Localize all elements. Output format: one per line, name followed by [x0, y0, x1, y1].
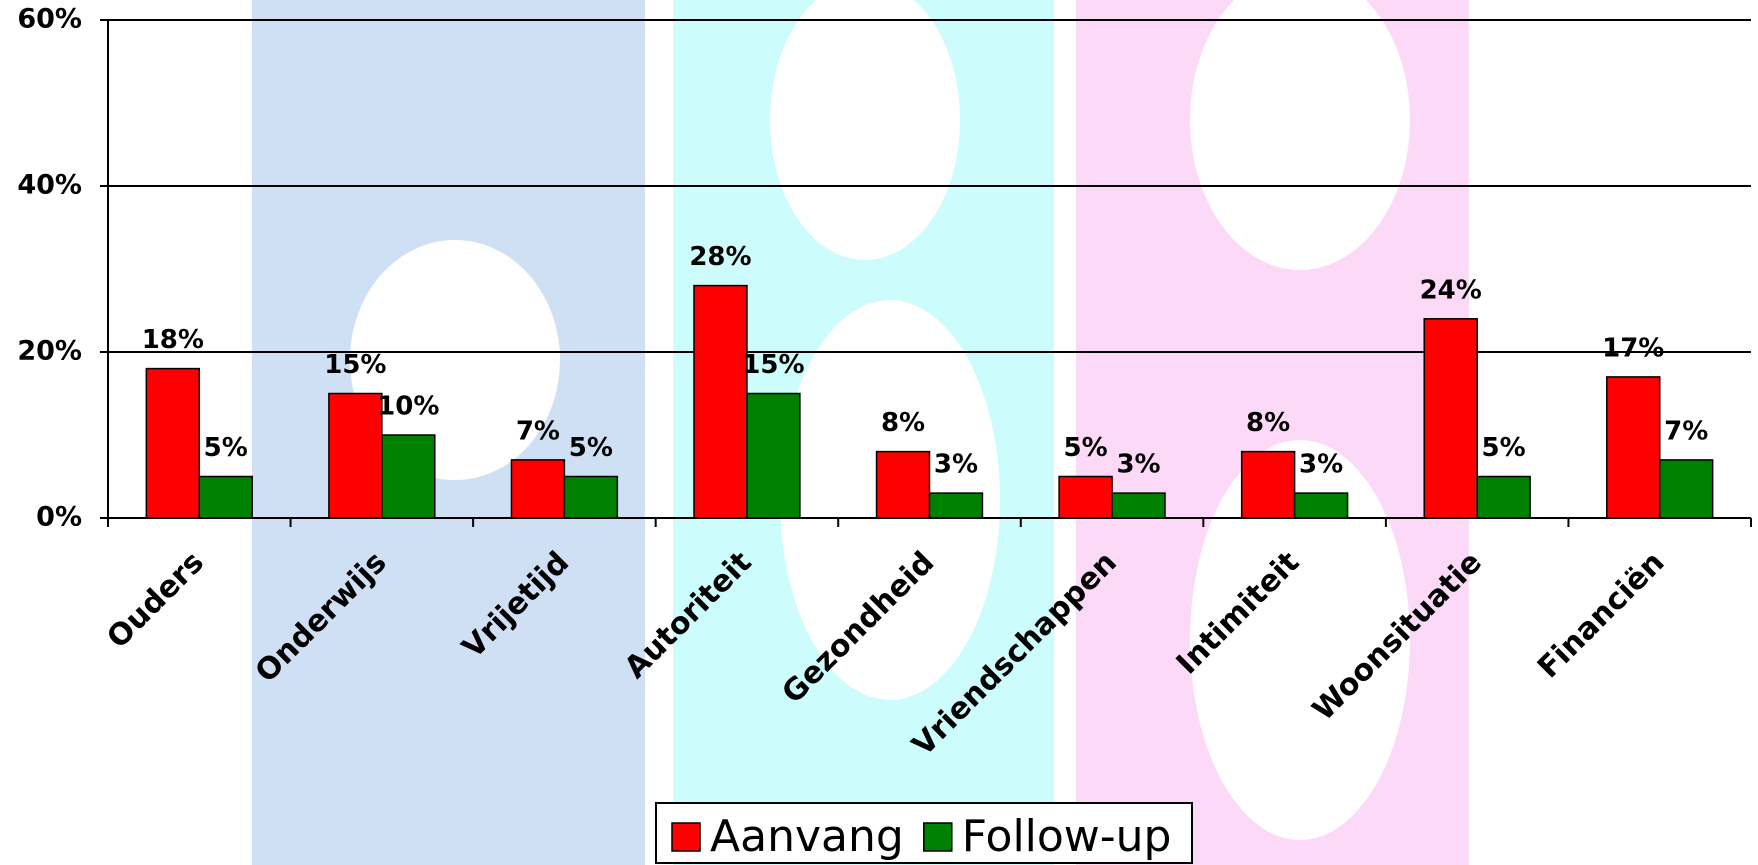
- value-label: 3%: [934, 450, 978, 480]
- x-tick-label: Financiën: [1531, 545, 1671, 685]
- bar: [875, 450, 931, 519]
- x-tick-label: Ouders: [100, 545, 211, 656]
- value-label: 17%: [1602, 333, 1664, 363]
- y-tick-label: 60%: [17, 4, 82, 35]
- value-label: 7%: [1664, 416, 1708, 446]
- bar: [1058, 475, 1113, 519]
- value-label: 18%: [142, 325, 204, 355]
- value-label: 3%: [1116, 450, 1160, 480]
- legend: Aanvang Follow-up: [655, 802, 1193, 864]
- value-label: 8%: [1246, 408, 1290, 438]
- bar: [563, 475, 619, 519]
- bar: [746, 392, 801, 519]
- bar: [145, 367, 201, 519]
- value-label: 5%: [1064, 433, 1108, 463]
- legend-swatch: [671, 822, 701, 852]
- bar: [1240, 450, 1296, 519]
- bar: [328, 392, 383, 519]
- y-tick-label: 40%: [17, 170, 82, 201]
- value-label: 28%: [689, 242, 751, 272]
- value-label: 15%: [742, 350, 804, 380]
- bar: [1476, 475, 1531, 519]
- value-label: 5%: [1482, 433, 1526, 463]
- bar: [510, 459, 566, 519]
- legend-label: Aanvang: [710, 811, 904, 862]
- value-label: 15%: [324, 350, 386, 380]
- bar: [1658, 459, 1714, 519]
- bar: [1111, 492, 1166, 519]
- bar: [381, 434, 436, 519]
- bar: [198, 475, 253, 519]
- y-tick-label: 20%: [17, 336, 82, 367]
- value-label: 3%: [1299, 450, 1343, 480]
- legend-label: Follow-up: [962, 811, 1172, 862]
- value-label: 8%: [881, 408, 925, 438]
- bar: [693, 284, 748, 519]
- bar: [1423, 318, 1478, 519]
- value-label: 10%: [377, 392, 439, 422]
- legend-swatch: [923, 822, 953, 852]
- value-label: 5%: [204, 433, 248, 463]
- value-label: 5%: [569, 433, 613, 463]
- bar: [928, 492, 984, 519]
- bar: [1293, 492, 1349, 519]
- y-tick-label: 0%: [36, 502, 82, 533]
- bar: [1606, 376, 1661, 519]
- value-label: 7%: [516, 416, 560, 446]
- value-label: 24%: [1420, 275, 1482, 305]
